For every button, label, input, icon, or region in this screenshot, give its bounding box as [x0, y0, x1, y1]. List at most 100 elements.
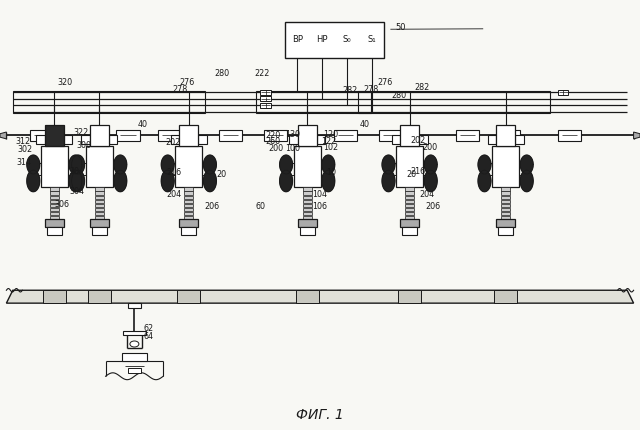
- Bar: [179, 219, 198, 227]
- Polygon shape: [424, 155, 437, 174]
- Text: 120: 120: [323, 130, 339, 138]
- Bar: [405, 196, 414, 199]
- Text: 282: 282: [342, 86, 358, 95]
- Bar: [501, 196, 510, 199]
- Bar: [492, 146, 519, 187]
- Bar: [90, 219, 109, 227]
- Bar: [90, 125, 109, 146]
- Polygon shape: [204, 155, 216, 174]
- Text: 312: 312: [15, 138, 31, 146]
- Text: S₀: S₀: [342, 35, 351, 44]
- Bar: [303, 216, 312, 219]
- Bar: [95, 208, 104, 211]
- Bar: [298, 125, 317, 146]
- Bar: [109, 135, 117, 144]
- Bar: [501, 212, 510, 215]
- Bar: [494, 290, 517, 303]
- Text: 300: 300: [77, 141, 92, 150]
- Bar: [95, 216, 104, 219]
- Text: 102: 102: [323, 144, 339, 152]
- Text: 130: 130: [285, 130, 300, 138]
- Bar: [419, 135, 428, 144]
- Bar: [303, 203, 312, 207]
- Bar: [95, 187, 104, 191]
- Text: 62: 62: [143, 324, 154, 332]
- Text: 204: 204: [166, 190, 182, 199]
- Text: 320: 320: [58, 78, 73, 87]
- Bar: [264, 130, 287, 141]
- Text: 306: 306: [54, 200, 69, 209]
- Polygon shape: [520, 155, 533, 174]
- Polygon shape: [280, 170, 292, 192]
- Bar: [501, 191, 510, 195]
- Bar: [515, 135, 524, 144]
- Bar: [88, 290, 111, 303]
- Bar: [392, 135, 400, 144]
- Bar: [128, 303, 141, 308]
- Text: 20: 20: [406, 170, 417, 179]
- Text: 222: 222: [254, 69, 269, 77]
- Polygon shape: [0, 132, 6, 139]
- Text: 122: 122: [321, 138, 337, 146]
- Bar: [95, 212, 104, 215]
- Bar: [184, 216, 193, 219]
- Bar: [488, 135, 496, 144]
- Polygon shape: [72, 155, 84, 174]
- Bar: [86, 146, 113, 187]
- Bar: [128, 368, 141, 373]
- Text: 206: 206: [426, 202, 441, 211]
- Bar: [50, 216, 59, 219]
- Text: 216: 216: [166, 169, 182, 177]
- Text: 204: 204: [419, 190, 435, 199]
- Text: 64: 64: [143, 332, 154, 341]
- Bar: [95, 200, 104, 203]
- Bar: [405, 200, 414, 203]
- Polygon shape: [161, 170, 174, 192]
- Bar: [47, 227, 62, 235]
- Text: 276: 276: [179, 78, 195, 87]
- Text: 260: 260: [265, 138, 280, 146]
- Bar: [256, 91, 371, 113]
- Text: 40: 40: [360, 120, 370, 129]
- Bar: [300, 227, 315, 235]
- Bar: [123, 331, 146, 335]
- Bar: [303, 191, 312, 195]
- Bar: [184, 208, 193, 211]
- Text: 30: 30: [69, 168, 79, 176]
- Bar: [405, 208, 414, 211]
- Text: S₁: S₁: [367, 35, 376, 44]
- Bar: [30, 130, 53, 141]
- Bar: [456, 130, 479, 141]
- Text: 206: 206: [205, 202, 220, 211]
- Bar: [158, 130, 181, 141]
- Bar: [358, 91, 550, 113]
- Text: 280: 280: [214, 69, 230, 77]
- Bar: [45, 125, 64, 146]
- Text: 20: 20: [216, 170, 227, 178]
- Bar: [171, 135, 179, 144]
- Text: 322: 322: [74, 128, 89, 137]
- Bar: [50, 200, 59, 203]
- Bar: [50, 196, 59, 199]
- Bar: [219, 130, 242, 141]
- Bar: [184, 191, 193, 195]
- Polygon shape: [478, 170, 491, 192]
- Bar: [400, 125, 419, 146]
- Text: 278: 278: [173, 85, 188, 93]
- Polygon shape: [280, 155, 292, 174]
- Polygon shape: [520, 170, 533, 192]
- Bar: [81, 135, 90, 144]
- Text: 50: 50: [395, 24, 405, 32]
- Bar: [303, 196, 312, 199]
- Text: 60: 60: [256, 202, 266, 211]
- Text: 304: 304: [69, 187, 84, 196]
- Bar: [405, 216, 414, 219]
- Bar: [184, 203, 193, 207]
- Polygon shape: [634, 132, 640, 139]
- Text: 282: 282: [415, 83, 430, 92]
- Text: 278: 278: [364, 85, 379, 93]
- Bar: [92, 227, 107, 235]
- Polygon shape: [69, 170, 82, 192]
- Bar: [184, 196, 193, 199]
- Bar: [303, 187, 312, 191]
